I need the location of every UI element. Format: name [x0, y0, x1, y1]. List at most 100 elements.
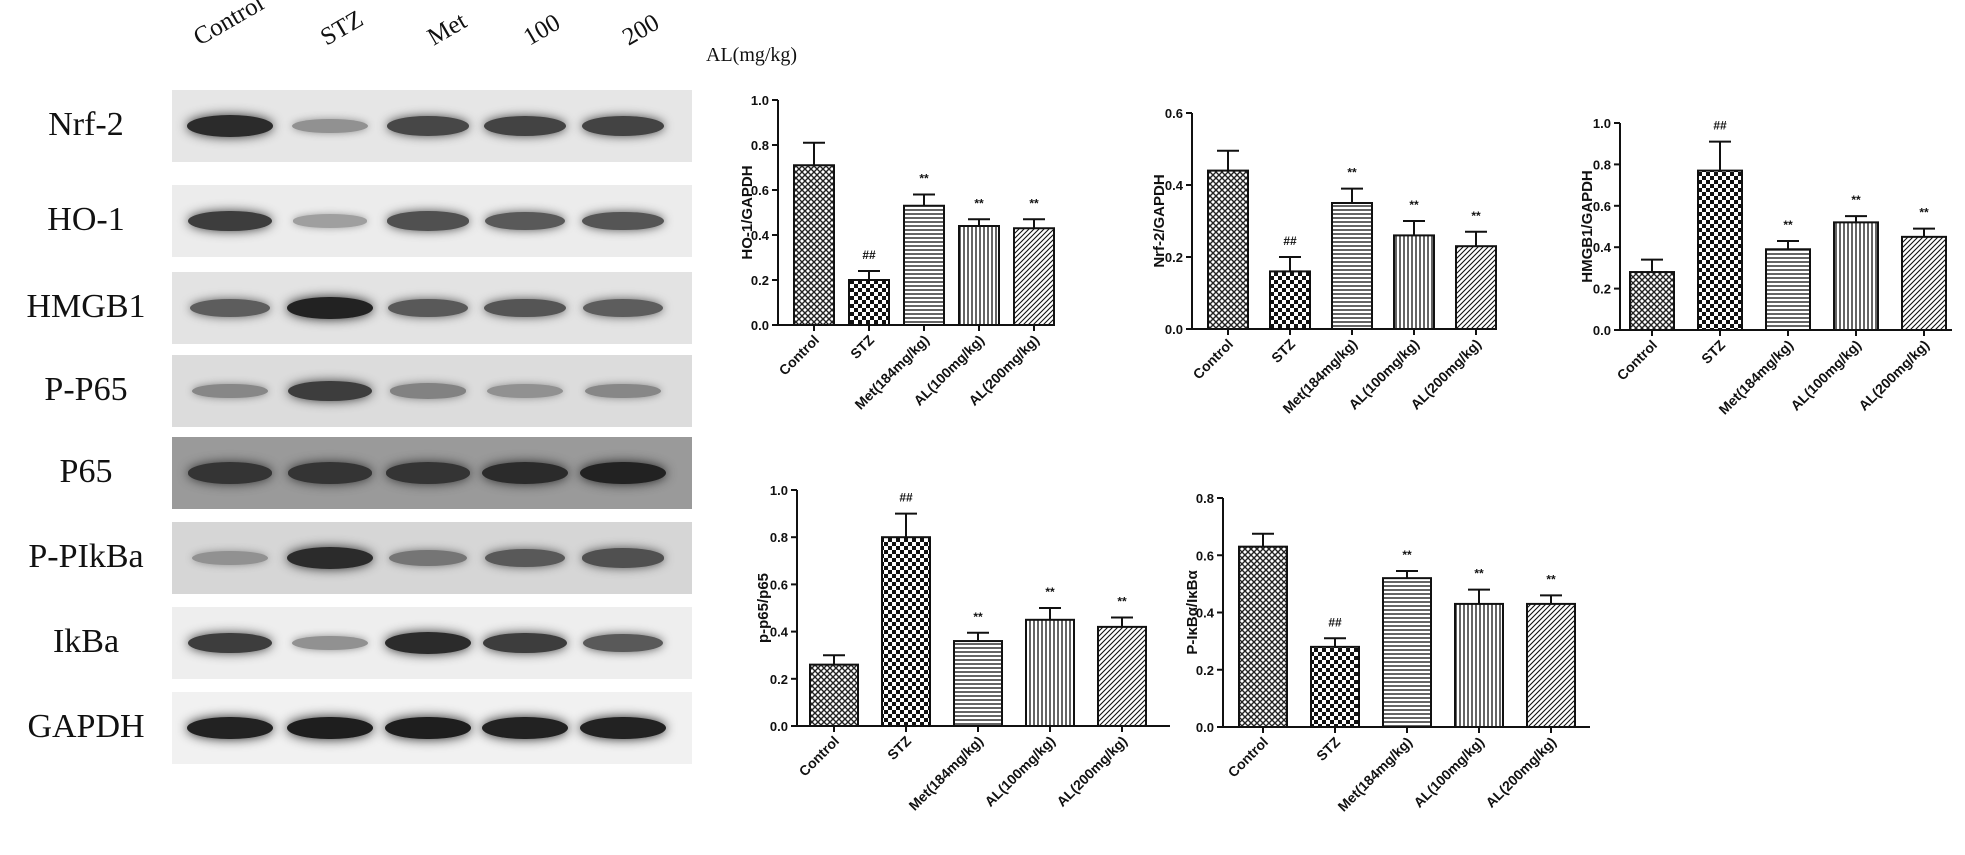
- y-tick-label: 0.2: [770, 672, 788, 687]
- y-tick-label: 0.2: [751, 273, 769, 288]
- y-tick-label: 0.6: [770, 577, 788, 592]
- y-tick-label: 0.8: [770, 530, 788, 545]
- x-tick-label: AL(200mg/kg): [1855, 337, 1932, 414]
- x-tick-label: AL(200mg/kg): [1053, 733, 1130, 810]
- blot-band: [386, 116, 470, 136]
- blot-strip: [172, 355, 692, 427]
- blot-row-label: HO-1: [47, 201, 125, 238]
- y-tick-label: 0.4: [751, 228, 770, 243]
- blot-band: [388, 549, 468, 567]
- bar: [848, 279, 890, 326]
- y-tick-label: 1.0: [751, 93, 769, 108]
- x-tick-label: STZ: [884, 732, 914, 762]
- y-tick-label: 0.2: [1165, 250, 1183, 265]
- bar: [1526, 602, 1576, 728]
- y-axis-label: HMGB1/GAPDH: [1579, 170, 1596, 283]
- dose-unit-label: AL(mg/kg): [706, 44, 798, 66]
- blot-row-label: Nrf-2: [48, 106, 124, 143]
- nrf2-gapdh-chart: Nrf-2/GAPDH0.00.20.40.6Control##STZ**Met…: [1151, 106, 1497, 416]
- blot-band: [287, 547, 373, 569]
- bar: [809, 663, 859, 727]
- blot-band: [188, 210, 272, 232]
- bar: [793, 164, 835, 326]
- bar: [958, 225, 1000, 326]
- p-ikba-ikba-chart: P-IκBα/IκBα 0.0 0.2 0.4 0.6 0.8 Control ## STZ **…: [1184, 491, 1590, 815]
- blot-band: [582, 548, 664, 568]
- bar: [1454, 602, 1504, 728]
- y-axis-label: Nrf-2/GAPDH: [1151, 174, 1168, 267]
- blot-band: [384, 716, 472, 740]
- blot-band: [582, 633, 664, 653]
- western-blot-panel: Control STZ Met 100 200 AL(mg/kg) Nrf-2 H…: [0, 0, 797, 855]
- x-tick-label: Met(184mg/kg): [1334, 734, 1415, 815]
- y-axis-label: HO-1/GAPDH: [739, 165, 756, 259]
- y-tick-label: 0.4: [1165, 178, 1184, 193]
- blot-band: [187, 115, 273, 137]
- significance-mark: **: [1045, 585, 1055, 599]
- bar: [1310, 645, 1360, 729]
- x-tick-label: Control: [1614, 337, 1661, 384]
- lane-label-al-200: 200: [618, 9, 664, 52]
- blot-band: [188, 632, 272, 654]
- blot-strip: [172, 522, 692, 594]
- y-tick-label: 0.6: [751, 183, 769, 198]
- p-p65-p65-chart: p-p65/p65 0.0 0.2 0.4 0.6 0.8 1.0 Control ## STZ *…: [755, 483, 1170, 814]
- blot-band: [286, 716, 374, 740]
- hmgb1-gapdh-chart: HMGB1/GAPDH 0.0 0.2 0.4 0.6 0.8 1.0 Control ## ST…: [1579, 116, 1952, 417]
- significance-mark: **: [1471, 209, 1481, 223]
- blot-band: [286, 296, 374, 320]
- y-tick-label: 0.6: [1165, 106, 1183, 121]
- blot-row-label: P-P65: [44, 371, 128, 408]
- significance-mark: ##: [1328, 615, 1342, 629]
- x-tick-label: STZ: [847, 331, 877, 361]
- blot-band: [483, 632, 567, 654]
- blot-band: [288, 380, 372, 402]
- bar: [1455, 245, 1497, 330]
- blot-band: [483, 115, 567, 137]
- lane-label-stz: STZ: [316, 5, 368, 52]
- bar: [881, 536, 931, 727]
- blot-band: [385, 462, 471, 484]
- blot-band: [484, 211, 566, 231]
- bar: [1833, 221, 1879, 331]
- y-tick-label: 0.6: [1196, 548, 1214, 563]
- blot-row-label: HMGB1: [26, 288, 146, 325]
- blot-row-label: P-PIkBa: [28, 538, 144, 575]
- x-tick-label: Control: [796, 733, 843, 780]
- y-axis-label: p-p65/p65: [755, 573, 772, 643]
- blot-band: [484, 548, 566, 568]
- x-tick-label: AL(200mg/kg): [1482, 734, 1559, 811]
- y-tick-label: 1.0: [1593, 116, 1611, 131]
- blot-band: [287, 462, 373, 484]
- blot-band: [192, 550, 268, 566]
- ho1-gapdh-chart: HO-1/GAPDH 0.0 0.2 0.4 0.6 0.8 1.0 Control ## STZ…: [739, 93, 1055, 412]
- significance-mark: **: [1409, 198, 1419, 212]
- x-tick-label: Met(184mg/kg): [905, 733, 986, 814]
- bar: [1013, 227, 1055, 326]
- x-tick-label: Control: [1190, 336, 1237, 383]
- bar: [1097, 625, 1147, 728]
- blot-strip: [172, 437, 692, 509]
- blot-band: [482, 462, 568, 484]
- y-tick-label: 0.0: [770, 719, 788, 734]
- x-tick-label: STZ: [1313, 733, 1343, 763]
- bar: [1393, 234, 1435, 330]
- significance-mark: **: [974, 196, 984, 210]
- lane-label-control: Control: [189, 0, 269, 52]
- x-tick-label: AL(100mg/kg): [1410, 734, 1487, 811]
- blot-band: [584, 383, 662, 399]
- blot-band: [582, 298, 664, 318]
- significance-mark: **: [1117, 594, 1127, 608]
- y-tick-label: 0.2: [1593, 282, 1611, 297]
- y-tick-label: 0.0: [1165, 322, 1183, 337]
- x-tick-label: AL(100mg/kg): [1787, 337, 1864, 414]
- significance-mark: **: [1029, 196, 1039, 210]
- bar: [1207, 169, 1249, 330]
- blot-band: [579, 461, 667, 485]
- blot-strip: [172, 607, 692, 679]
- y-tick-label: 0.4: [770, 625, 789, 640]
- blot-band: [187, 462, 273, 484]
- blot-band: [186, 716, 274, 740]
- x-tick-label: AL(100mg/kg): [981, 733, 1058, 810]
- y-tick-label: 1.0: [770, 483, 788, 498]
